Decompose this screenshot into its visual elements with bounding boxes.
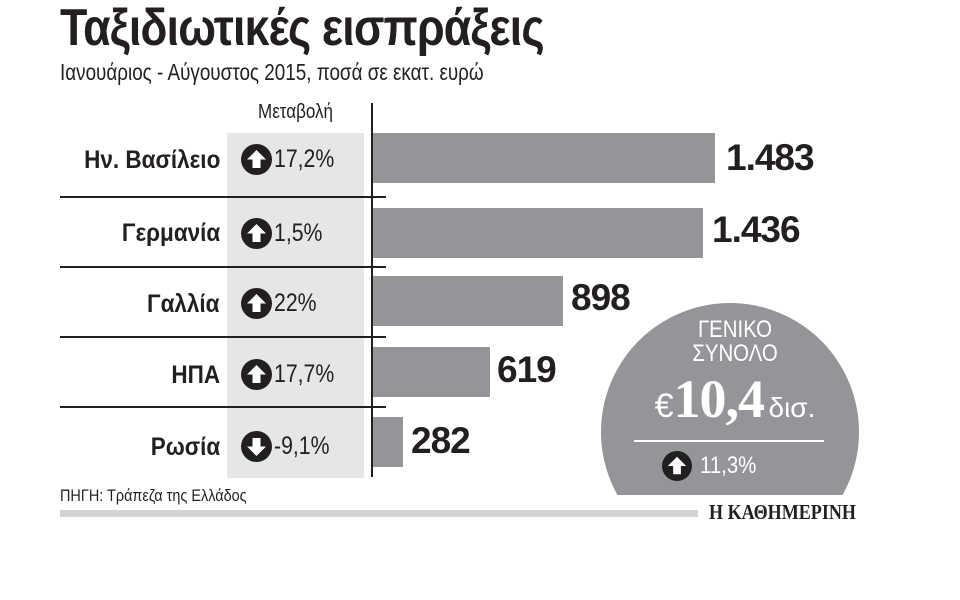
change-russia: -9,1% xyxy=(241,429,339,463)
arrow-up-icon xyxy=(662,451,692,481)
total-label-line1: ΓΕΝΙΚΟ xyxy=(697,316,773,343)
chart-title: Ταξιδιωτικές εισπράξεις xyxy=(60,0,545,57)
currency-symbol: € xyxy=(654,387,674,425)
change-uk: 17,2% xyxy=(241,142,345,176)
change-value: 22% xyxy=(274,289,317,317)
bar-value-usa: 619 xyxy=(497,349,557,390)
row-label-usa: ΗΠΑ xyxy=(171,361,220,389)
row-divider xyxy=(60,336,386,338)
total-label: ΓΕΝΙΚΟ ΣΥΝΟΛΟ xyxy=(612,318,859,366)
bar-russia xyxy=(373,417,403,467)
chart-subtitle: Ιανουάριος - Αύγουστος 2015, ποσά σε εκα… xyxy=(60,59,484,85)
change-value: 1,5% xyxy=(274,219,323,247)
row-label-uk: Ην. Βασίλειο xyxy=(83,146,220,174)
total-unit: δισ. xyxy=(768,392,816,423)
total-label-line2: ΣΥΝΟΛΟ xyxy=(692,340,778,367)
bar-value-france: 898 xyxy=(571,277,631,318)
publisher-logo: Η ΚΑΘΗΜΕΡΙΝΗ xyxy=(709,500,856,524)
bar-value-germany: 1.436 xyxy=(712,209,801,250)
bar-value-russia: 282 xyxy=(411,420,471,461)
total-value: €10,4 δισ. xyxy=(590,368,880,430)
total-change: 11,3% xyxy=(662,451,766,481)
source-note: ΠΗΓΗ: Τράπεζα της Ελλάδος xyxy=(60,486,247,505)
y-axis-line xyxy=(371,103,373,477)
change-usa: 17,7% xyxy=(241,357,345,391)
total-amount: 10,4 xyxy=(673,369,765,429)
change-value: -9,1% xyxy=(274,432,330,460)
arrow-up-icon xyxy=(241,358,272,390)
total-badge: ΓΕΝΙΚΟ ΣΥΝΟΛΟ €10,4 δισ. xyxy=(590,290,880,495)
bar-value-uk: 1.483 xyxy=(726,137,815,178)
row-divider xyxy=(60,406,386,408)
bar-france xyxy=(373,276,563,326)
row-label-russia: Ρωσία xyxy=(150,433,220,461)
arrow-up-icon xyxy=(241,143,272,175)
row-label-germany: Γερμανία xyxy=(121,219,220,247)
row-divider xyxy=(60,196,386,198)
change-value: 17,2% xyxy=(274,145,335,173)
change-france: 22% xyxy=(241,286,324,320)
arrow-up-icon xyxy=(241,217,272,249)
bar-germany xyxy=(373,208,703,258)
arrow-down-icon xyxy=(241,430,272,462)
bar-uk xyxy=(373,133,715,183)
change-column-header: Μεταβολή xyxy=(258,101,333,123)
total-divider xyxy=(634,440,824,442)
total-circle xyxy=(601,303,859,495)
row-label-france: Γαλλία xyxy=(147,290,220,318)
total-change-value: 11,3% xyxy=(700,452,757,479)
footer-band xyxy=(60,510,698,517)
change-value: 17,7% xyxy=(274,360,335,388)
bar-usa xyxy=(373,347,490,397)
change-germany: 1,5% xyxy=(241,216,331,250)
row-divider xyxy=(60,266,386,268)
arrow-up-icon xyxy=(241,287,272,319)
